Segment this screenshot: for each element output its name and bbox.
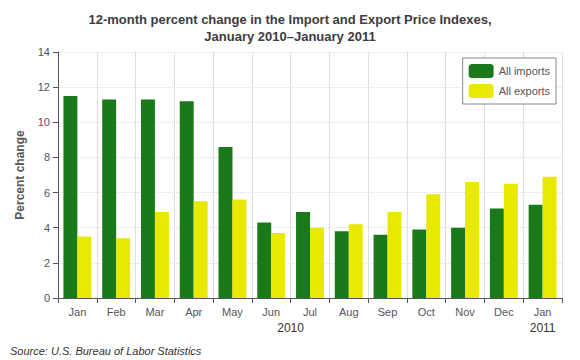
svg-text:6: 6 — [44, 187, 50, 199]
svg-text:14: 14 — [38, 46, 50, 58]
svg-text:12: 12 — [38, 81, 50, 93]
svg-text:12-month percent change in the: 12-month percent change in the Import an… — [88, 12, 491, 27]
svg-text:0: 0 — [44, 292, 50, 304]
svg-text:Nov: Nov — [455, 306, 475, 318]
svg-text:Source: U.S. Bureau of Labor S: Source: U.S. Bureau of Labor Statistics — [10, 345, 202, 357]
svg-text:Mar: Mar — [145, 306, 164, 318]
svg-text:January 2010–January 2011: January 2010–January 2011 — [204, 29, 375, 44]
svg-text:Feb: Feb — [107, 306, 126, 318]
svg-text:10: 10 — [38, 116, 50, 128]
svg-text:Sep: Sep — [378, 306, 398, 318]
svg-text:May: May — [222, 306, 243, 318]
svg-text:2: 2 — [44, 257, 50, 269]
svg-text:Aug: Aug — [339, 306, 359, 318]
svg-text:All exports: All exports — [499, 85, 551, 97]
svg-text:Jan: Jan — [69, 306, 87, 318]
svg-text:Dec: Dec — [494, 306, 514, 318]
svg-text:2010: 2010 — [277, 321, 304, 335]
svg-text:Jul: Jul — [303, 306, 317, 318]
svg-text:Oct: Oct — [418, 306, 435, 318]
svg-text:All imports: All imports — [499, 65, 551, 77]
svg-text:Percent change: Percent change — [13, 130, 27, 220]
svg-text:Jun: Jun — [262, 306, 280, 318]
svg-text:Jan: Jan — [534, 306, 552, 318]
svg-text:4: 4 — [44, 222, 50, 234]
svg-text:8: 8 — [44, 151, 50, 163]
svg-text:Apr: Apr — [185, 306, 202, 318]
svg-text:2011: 2011 — [530, 321, 556, 335]
